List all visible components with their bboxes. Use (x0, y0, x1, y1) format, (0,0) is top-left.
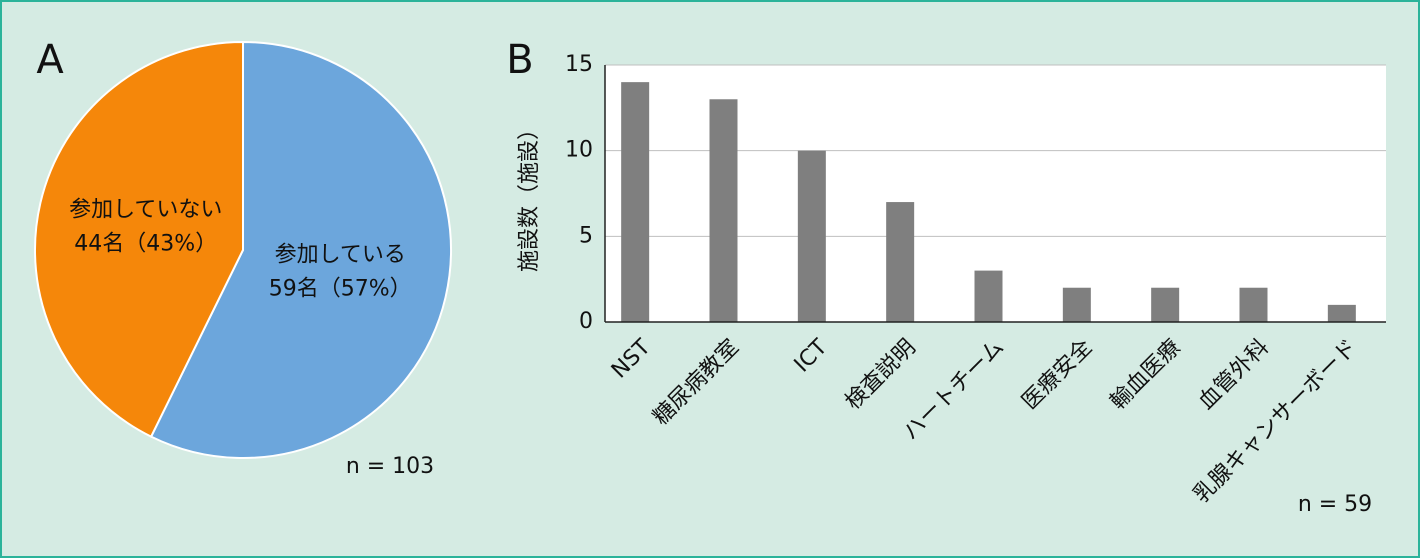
bar (886, 202, 915, 322)
bar (1239, 287, 1268, 322)
y-tick-label: 0 (579, 309, 593, 334)
bar (709, 99, 738, 323)
slice-label: 参加している (275, 243, 406, 268)
bar (1151, 287, 1180, 322)
bar (797, 150, 826, 322)
bar (1062, 287, 1091, 322)
y-tick-label: 15 (565, 52, 593, 77)
pie-slice (149, 40, 452, 459)
pie-slice (34, 40, 244, 438)
bar (621, 82, 650, 322)
slice-label: 参加していない (69, 197, 222, 222)
slice-value-label: 59名（57%） (269, 277, 412, 302)
bar (974, 270, 1003, 322)
y-axis-title: 施設数（施設） (517, 118, 542, 272)
y-tick-label: 10 (565, 138, 593, 163)
note: n = 103 (346, 454, 434, 479)
note: n = 59 (1298, 492, 1372, 517)
bar (1327, 304, 1356, 322)
panel-label: B (506, 37, 533, 83)
panel-label: A (36, 37, 64, 83)
slice-value-label: 44名（43%） (74, 231, 217, 256)
y-tick-label: 5 (579, 223, 593, 248)
